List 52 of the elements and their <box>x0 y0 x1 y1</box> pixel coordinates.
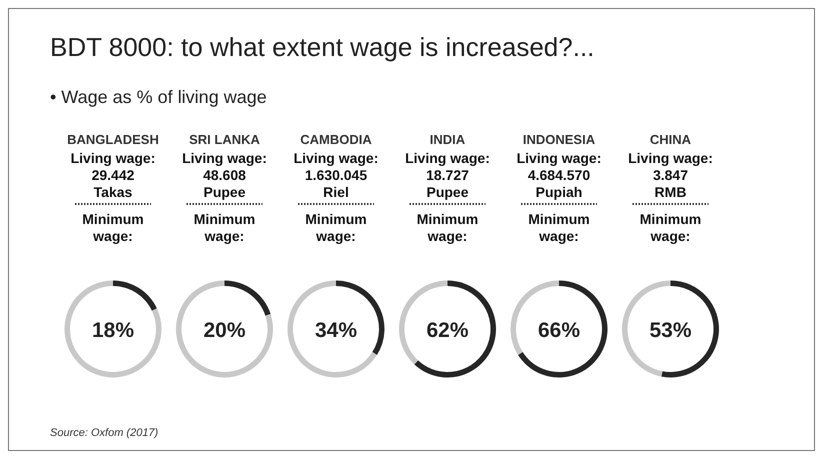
text: Riel <box>323 184 349 200</box>
source-note: Source: Oxfom (2017) <box>50 427 159 439</box>
text: wage: <box>92 228 133 244</box>
text: Living wage: <box>182 150 267 166</box>
text: Minimum <box>82 211 144 227</box>
donut-slice <box>113 280 157 311</box>
text: 34% <box>314 319 358 342</box>
text: BDT 8000: to what extent wage is increased?... <box>50 32 594 62</box>
donut-slice <box>224 280 271 316</box>
text: 48.608 <box>203 167 246 183</box>
text: Pupiah <box>536 184 582 200</box>
text: 53% <box>649 319 692 342</box>
text: 20% <box>203 319 246 342</box>
text: wage: <box>538 228 579 244</box>
text: • Wage as % of living wage <box>50 87 267 107</box>
text: Living wage: <box>405 150 490 166</box>
text: Takas <box>94 184 133 200</box>
text: Living wage: <box>516 150 602 166</box>
chart-title: BANGLADESH <box>67 132 159 147</box>
text: 1.630.045 <box>304 167 368 183</box>
text: Pupee <box>203 184 246 200</box>
text: 18% <box>92 319 134 342</box>
donut-slice <box>64 280 162 378</box>
text: Minimum <box>305 211 367 227</box>
donut-slice <box>518 280 608 378</box>
text: RMB <box>654 184 686 200</box>
chart-title: INDONESIA <box>522 132 596 147</box>
text: Living wage: <box>70 150 156 166</box>
text: Pupee <box>426 184 469 200</box>
donut-slice <box>288 280 377 378</box>
text: 4.684.570 <box>528 167 590 183</box>
text: wage: <box>204 228 244 244</box>
text: 62% <box>426 319 469 342</box>
text: Living wage: <box>628 150 713 166</box>
chart-title: CHINA <box>650 132 692 147</box>
chart-title: INDIA <box>430 132 466 147</box>
text: 66% <box>538 319 580 342</box>
donut-slice <box>414 280 496 378</box>
text: Minimum <box>416 211 478 227</box>
text: Minimum <box>640 211 702 227</box>
text: wage: <box>650 228 690 244</box>
text: Minimum <box>194 211 256 227</box>
text: 18.727 <box>426 167 470 183</box>
chart-title: CAMBODIA <box>300 132 372 147</box>
chart-title: SRI LANKA <box>189 132 260 147</box>
text: wage: <box>426 228 468 244</box>
text: 3.847 <box>652 167 688 183</box>
text: 29.442 <box>92 167 135 183</box>
text: Living wage: <box>294 150 378 166</box>
text: wage: <box>315 228 356 244</box>
text: Minimum <box>528 211 590 227</box>
donut-slice <box>176 280 273 378</box>
